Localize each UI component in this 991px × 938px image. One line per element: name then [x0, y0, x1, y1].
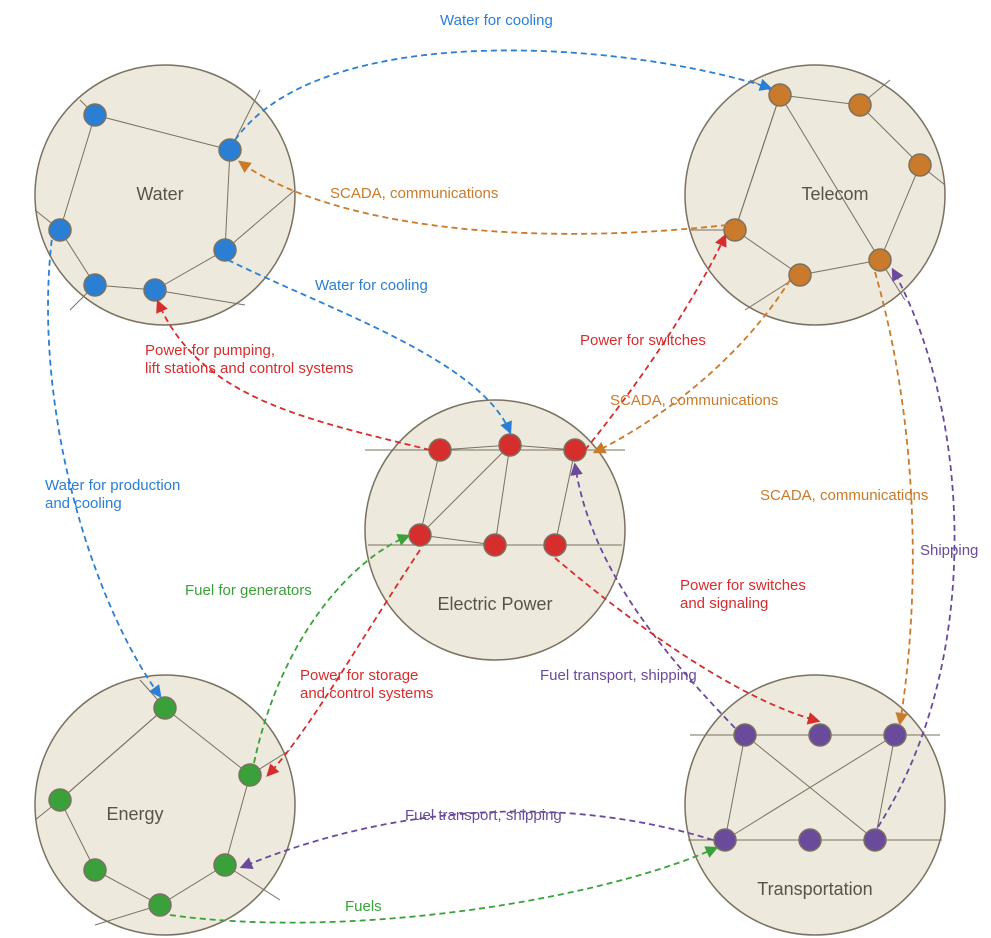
transport-node-2: [884, 724, 906, 746]
telecom-label: Telecom: [801, 184, 868, 204]
transport-node-5: [714, 829, 736, 851]
cluster-power: Electric Power: [365, 400, 625, 660]
dependency-3: Power for pumping,lift stations and cont…: [145, 302, 430, 450]
transport-node-0: [734, 724, 756, 746]
telecom-node-3: [869, 249, 891, 271]
transport-node-3: [864, 829, 886, 851]
water-node-0: [84, 104, 106, 126]
power-node-4: [484, 534, 506, 556]
dependency-label-4: Power for switches: [580, 332, 706, 349]
dependency-label-9: Fuel transport, shipping: [540, 667, 697, 684]
cluster-telecom: Telecom: [685, 65, 945, 325]
power-label: Electric Power: [437, 594, 552, 614]
transport-node-4: [799, 829, 821, 851]
telecom-node-2: [909, 154, 931, 176]
dependency-label-0: Water for cooling: [440, 12, 553, 29]
telecom-node-0: [769, 84, 791, 106]
dependency-label-5: SCADA, communications: [610, 392, 778, 409]
telecom-node-4: [789, 264, 811, 286]
dependency-label-3: Power for pumping,lift stations and cont…: [145, 342, 353, 377]
dependency-11: SCADA, communications: [760, 272, 928, 723]
dependency-label-2: Water for cooling: [315, 277, 428, 294]
energy-node-1: [239, 764, 261, 786]
telecom-node-1: [849, 94, 871, 116]
dependency-label-10: Power for switchesand signaling: [680, 577, 806, 612]
dependency-label-8: Power for storageand control systems: [300, 667, 433, 702]
power-node-5: [409, 524, 431, 546]
dependency-label-1: SCADA, communications: [330, 185, 498, 202]
dependency-1: SCADA, communications: [240, 162, 727, 234]
telecom-node-5: [724, 219, 746, 241]
transport-node-1: [809, 724, 831, 746]
energy-node-5: [49, 789, 71, 811]
energy-label: Energy: [106, 804, 163, 824]
dependency-label-11: SCADA, communications: [760, 487, 928, 504]
dependency-13: Fuel transport, shipping: [242, 807, 713, 867]
water-node-2: [214, 239, 236, 261]
energy-node-0: [154, 697, 176, 719]
transport-label: Transportation: [757, 879, 872, 899]
dependency-label-14: Fuels: [345, 898, 382, 915]
cluster-water: Water: [35, 65, 295, 325]
dependency-4: Power for switches: [580, 236, 725, 450]
dependency-label-13: Fuel transport, shipping: [405, 807, 562, 824]
power-node-1: [499, 434, 521, 456]
infrastructure-diagram: Water Telecom Electric Power Energy Transpor…: [0, 0, 991, 938]
power-node-3: [544, 534, 566, 556]
energy-node-2: [214, 854, 236, 876]
energy-node-4: [84, 859, 106, 881]
power-node-0: [429, 439, 451, 461]
water-node-3: [144, 279, 166, 301]
dependency-label-12: Shipping: [920, 542, 978, 559]
dependency-0: Water for cooling: [235, 12, 770, 140]
water-node-1: [219, 139, 241, 161]
cluster-energy: Energy: [35, 675, 295, 935]
energy-node-3: [149, 894, 171, 916]
cluster-transport: Transportation: [685, 675, 945, 935]
water-node-4: [84, 274, 106, 296]
water-label: Water: [136, 184, 183, 204]
dependency-label-7: Fuel for generators: [185, 582, 312, 599]
power-node-2: [564, 439, 586, 461]
dependency-label-6: Water for productionand cooling: [45, 477, 180, 512]
